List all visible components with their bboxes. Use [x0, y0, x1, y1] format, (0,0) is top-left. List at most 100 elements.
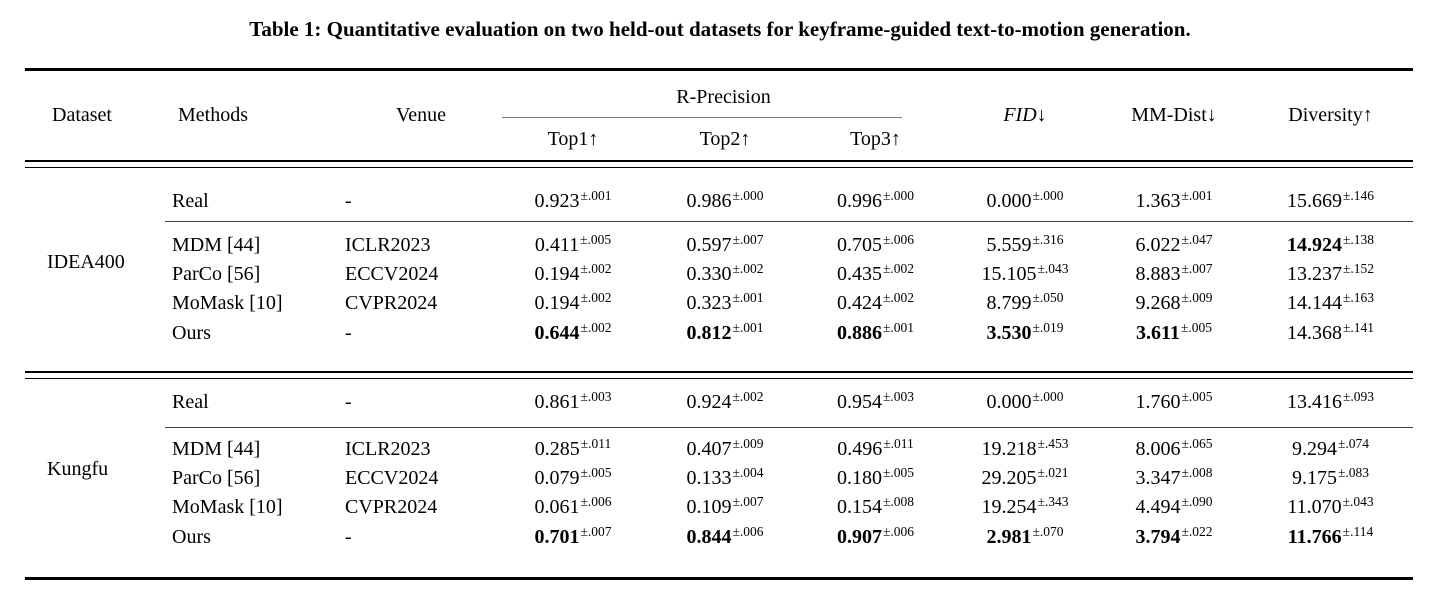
- column-header-top2: Top2↑: [699, 128, 751, 150]
- value-cell: 0.180±.005: [801, 464, 950, 492]
- value-stddev-superscript: ±.163: [1342, 290, 1375, 305]
- column-header-top3: Top3↑: [850, 128, 901, 150]
- value-cell: 0.701±.007: [497, 523, 649, 551]
- value-cell: 1.760±.005: [1100, 388, 1248, 416]
- value-cell: 0.194±.002: [497, 289, 649, 317]
- value-cell: 0.496±.011: [801, 435, 950, 463]
- rule-header-double-1: [25, 160, 1413, 162]
- value-cell: 0.424±.002: [801, 289, 950, 317]
- value-number: 14.144: [1286, 292, 1342, 314]
- value-number: 0.986: [686, 190, 732, 212]
- value-cell: 8.883±.007: [1100, 260, 1248, 288]
- value-number: 4.494: [1135, 496, 1181, 518]
- venue-cell: ICLR2023: [345, 438, 431, 460]
- value-stddev-superscript: ±.043: [1342, 494, 1374, 509]
- value-cell: 0.924±.002: [649, 388, 801, 416]
- value-cell: 11.766±.114: [1248, 523, 1413, 551]
- value-number: 0.330: [686, 263, 732, 285]
- value-stddev-superscript: ±.008: [882, 494, 915, 509]
- value-stddev-superscript: ±.050: [1032, 290, 1064, 305]
- value-number: 0.597: [686, 234, 732, 256]
- value-cell: 0.644±.002: [497, 319, 649, 347]
- value-cell: 0.907±.006: [801, 523, 950, 551]
- column-header-mm-dist: MM-Dist↓: [1131, 104, 1217, 126]
- value-stddev-superscript: ±.001: [732, 320, 764, 335]
- value-stddev-superscript: ±.070: [1032, 524, 1064, 539]
- value-stddev-superscript: ±.002: [580, 290, 612, 305]
- value-number: 0.496: [837, 438, 883, 460]
- venue-cell: ECCV2024: [345, 263, 439, 285]
- value-cell: 0.411±.005: [497, 231, 649, 259]
- value-stddev-superscript: ±.074: [1337, 436, 1370, 451]
- value-stddev-superscript: ±.114: [1342, 524, 1374, 539]
- value-number: 14.924: [1286, 234, 1342, 256]
- value-number: 0.285: [534, 438, 580, 460]
- value-cell: 0.330±.002: [649, 260, 801, 288]
- column-header-top1: Top1↑: [547, 128, 599, 150]
- value-stddev-superscript: ±.002: [580, 261, 612, 276]
- value-stddev-superscript: ±.005: [580, 232, 612, 247]
- value-stddev-superscript: ±.002: [732, 261, 764, 276]
- value-stddev-superscript: ±.009: [1181, 290, 1213, 305]
- value-number: 0.154: [836, 496, 882, 518]
- value-stddev-superscript: ±.453: [1037, 436, 1069, 451]
- value-cell: 14.144±.163: [1248, 289, 1413, 317]
- value-number: 29.205: [981, 467, 1037, 489]
- column-header-dataset: Dataset: [52, 104, 112, 126]
- method-cell: MDM [44]: [172, 438, 261, 460]
- value-cell: 0.194±.002: [497, 260, 649, 288]
- value-number: 2.981: [986, 526, 1032, 548]
- method-cell: Real: [172, 190, 209, 212]
- method-cell: ParCo [56]: [172, 263, 261, 285]
- value-number: 5.559: [986, 234, 1032, 256]
- value-number: 15.669: [1286, 190, 1342, 212]
- table-caption: Table 1: Quantitative evaluation on two …: [249, 17, 1191, 41]
- value-number: 0.861: [534, 391, 580, 413]
- value-stddev-superscript: ±.011: [883, 436, 914, 451]
- value-cell: 15.669±.146: [1248, 187, 1413, 215]
- column-header-fid: FID↓: [950, 101, 1100, 129]
- venue-cell: -: [345, 526, 352, 548]
- value-stddev-superscript: ±.138: [1342, 232, 1375, 247]
- value-cell: 8.799±.050: [950, 289, 1100, 317]
- value-stddev-superscript: ±.021: [1037, 465, 1069, 480]
- value-stddev-superscript: ±.005: [882, 465, 915, 480]
- value-cell: 1.363±.001: [1100, 187, 1248, 215]
- value-number: 3.794: [1135, 526, 1181, 548]
- value-number: 0.924: [686, 391, 732, 413]
- value-cell: 0.886±.001: [801, 319, 950, 347]
- value-cell: 3.530±.019: [950, 319, 1100, 347]
- value-stddev-superscript: ±.001: [580, 188, 612, 203]
- value-number: 8.799: [986, 292, 1032, 314]
- value-stddev-superscript: ±.001: [1181, 188, 1213, 203]
- value-cell: 29.205±.021: [950, 464, 1100, 492]
- value-stddev-superscript: ±.002: [882, 290, 915, 305]
- column-header-r-precision: R-Precision: [676, 86, 771, 108]
- method-cell: MoMask [10]: [172, 496, 283, 518]
- value-stddev-superscript: ±.001: [882, 320, 915, 335]
- value-number: 8.006: [1135, 438, 1181, 460]
- value-cell: 14.924±.138: [1248, 231, 1413, 259]
- value-number: 0.705: [836, 234, 882, 256]
- value-stddev-superscript: ±.000: [1032, 389, 1064, 404]
- value-number: 0.886: [836, 322, 882, 344]
- value-number: 0.133: [686, 467, 732, 489]
- value-cell: 14.368±.141: [1248, 319, 1413, 347]
- value-number: 19.254: [981, 496, 1037, 518]
- value-cell: 9.294±.074: [1248, 435, 1413, 463]
- value-number: 0.323: [686, 292, 732, 314]
- value-stddev-superscript: ±.008: [1181, 465, 1213, 480]
- dataset-label: IDEA400: [47, 251, 125, 273]
- value-cell: 0.986±.000: [649, 187, 801, 215]
- fid-label: FID: [1003, 104, 1037, 126]
- value-number: 0.061: [534, 496, 580, 518]
- value-stddev-superscript: ±.090: [1181, 494, 1213, 509]
- rule-section-double-2: [25, 377, 1413, 379]
- value-stddev-superscript: ±.007: [732, 494, 764, 509]
- value-number: 6.022: [1135, 234, 1181, 256]
- value-stddev-superscript: ±.047: [1181, 232, 1213, 247]
- value-number: 9.294: [1291, 438, 1337, 460]
- value-number: 13.237: [1286, 263, 1342, 285]
- value-cell: 0.154±.008: [801, 493, 950, 521]
